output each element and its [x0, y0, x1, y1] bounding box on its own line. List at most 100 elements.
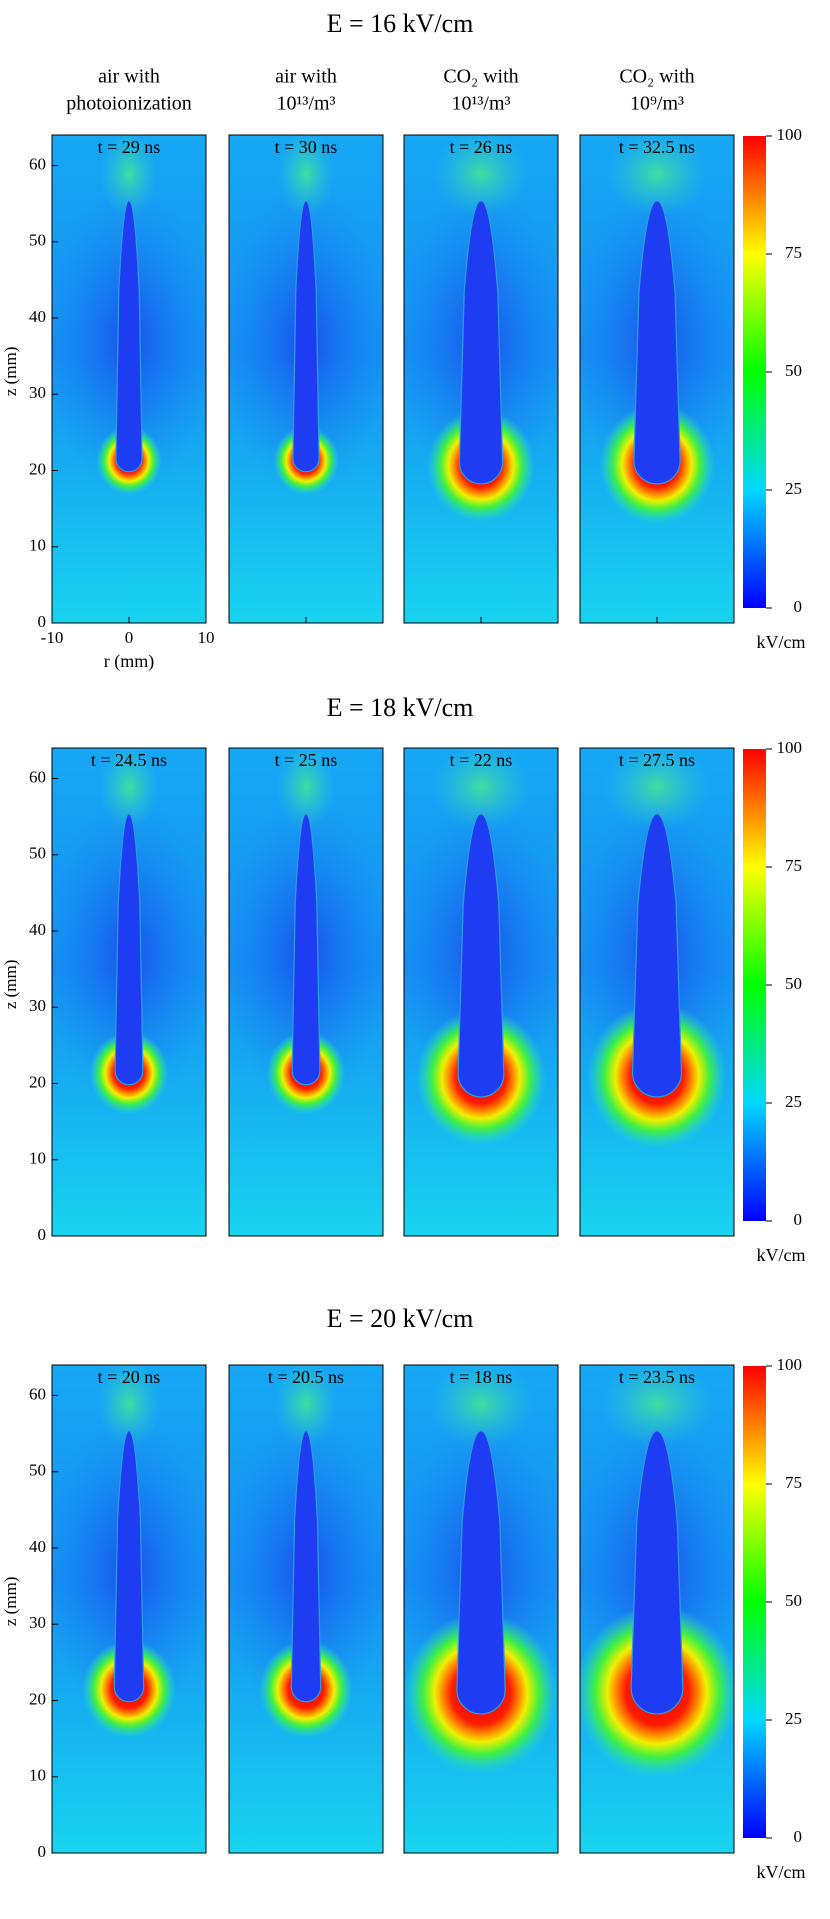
colorbar-tick-label: 25	[785, 1092, 802, 1111]
colorbar-tick-label: 0	[794, 1827, 803, 1846]
time-label: t = 20.5 ns	[268, 1367, 344, 1387]
y-tick-label: 10	[29, 1766, 46, 1785]
field-map	[52, 135, 206, 623]
field-map	[580, 1365, 734, 1853]
y-tick-label: 20	[29, 1689, 46, 1708]
tip-wisp	[430, 748, 532, 831]
y-tick-label: 50	[29, 231, 46, 250]
panel: t = 27.5 ns	[579, 747, 735, 1237]
streamer-channel	[457, 813, 505, 1098]
row-title: E = 18 kV/cm	[327, 693, 474, 722]
time-label: t = 22 ns	[450, 750, 513, 770]
panel: t = 25 ns	[228, 747, 384, 1237]
colorbar	[743, 136, 766, 608]
tip-wisp	[96, 1365, 162, 1448]
time-label: t = 20 ns	[98, 1367, 161, 1387]
time-label: t = 30 ns	[275, 137, 338, 157]
y-tick-label: 30	[29, 383, 46, 402]
y-tick-label: 50	[29, 844, 46, 863]
streamer-channel	[114, 813, 144, 1086]
field-map	[404, 748, 558, 1236]
column-header: CO₂ with	[443, 66, 518, 88]
tip-wisp	[427, 1365, 535, 1448]
column-header: 10¹³/m³	[276, 93, 335, 115]
x-axis-label: r (mm)	[104, 651, 154, 672]
time-label: t = 32.5 ns	[619, 137, 695, 157]
y-tick-label: 60	[29, 767, 46, 786]
colorbar-tick-label: 25	[785, 1709, 802, 1728]
colorbar-tick-label: 75	[785, 856, 802, 875]
x-tick-label: 0	[125, 628, 134, 647]
time-label: t = 27.5 ns	[619, 750, 695, 770]
colorbar-label: kV/cm	[757, 1245, 806, 1265]
colorbar-tick-label: 25	[785, 479, 802, 498]
column-header: 10⁹/m³	[630, 93, 684, 115]
panel: t = 26 ns	[403, 134, 559, 624]
tip-wisp	[275, 748, 337, 831]
colorbar-tick-label: 50	[785, 974, 802, 993]
column-header: air with	[275, 66, 337, 88]
y-tick-label: 0	[38, 1842, 47, 1861]
tip-wisp	[600, 1365, 714, 1448]
field-map	[229, 1365, 383, 1853]
colorbar-tick-label: 75	[785, 1473, 802, 1492]
field-map	[52, 1365, 206, 1853]
colorbar-tick-label: 50	[785, 1591, 802, 1610]
y-tick-label: 10	[29, 1149, 46, 1168]
tip-wisp	[606, 135, 708, 218]
panel-frame	[403, 747, 559, 1237]
time-label: t = 18 ns	[450, 1367, 513, 1387]
colorbar-tick-label: 0	[794, 1210, 803, 1229]
y-tick-label: 40	[29, 920, 46, 939]
time-label: t = 25 ns	[275, 750, 338, 770]
y-tick-label: 60	[29, 1384, 46, 1403]
tip-wisp	[433, 135, 529, 218]
panel: t = 22 ns	[403, 747, 559, 1237]
y-tick-label: 20	[29, 1072, 46, 1091]
streamer-channel	[113, 1430, 145, 1703]
field-map	[404, 135, 558, 623]
tip-wisp	[98, 748, 160, 831]
y-tick-label: 0	[38, 1225, 47, 1244]
time-label: t = 29 ns	[98, 137, 161, 157]
y-axis-label: z (mm)	[1, 347, 20, 397]
field-map	[404, 1365, 558, 1853]
tip-wisp	[273, 1365, 339, 1448]
y-axis-label: z (mm)	[1, 960, 20, 1010]
y-axis-label: z (mm)	[1, 1577, 20, 1627]
colorbar	[743, 1366, 766, 1838]
y-tick-label: 40	[29, 1537, 46, 1556]
streamer-channel	[291, 813, 321, 1086]
streamer-channel	[631, 813, 683, 1098]
panel: t = 23.5 ns	[579, 1364, 735, 1854]
y-tick-label: 10	[29, 536, 46, 555]
panel: t = 29 ns-10 0 10	[41, 134, 215, 647]
streamer-channel	[630, 1430, 684, 1715]
colorbar-tick-label: 100	[777, 125, 803, 144]
field-map	[580, 135, 734, 623]
field-map	[580, 748, 734, 1236]
streamer-channel	[290, 1430, 322, 1703]
time-label: t = 26 ns	[450, 137, 513, 157]
colorbar-tick-label: 100	[777, 1355, 803, 1374]
x-tick-label: -10	[41, 628, 64, 647]
colorbar-label: kV/cm	[757, 632, 806, 652]
panel: t = 30 ns	[228, 134, 384, 624]
panel: t = 32.5 ns	[579, 134, 735, 624]
y-tick-label: 0	[38, 612, 47, 631]
panel-frame	[579, 1364, 735, 1854]
y-tick-label: 60	[29, 154, 46, 173]
panel: t = 24.5 ns	[51, 747, 207, 1237]
colorbar-tick-label: 0	[794, 597, 803, 616]
panel-frame	[579, 747, 735, 1237]
panel-frame	[228, 747, 384, 1237]
panel-frame	[51, 1364, 207, 1854]
y-tick-label: 30	[29, 1613, 46, 1632]
column-header: air with	[98, 66, 160, 88]
time-label: t = 23.5 ns	[619, 1367, 695, 1387]
column-header: photoionization	[66, 93, 192, 115]
field-map	[229, 748, 383, 1236]
column-header: 10¹³/m³	[451, 93, 510, 115]
colorbar-label: kV/cm	[757, 1862, 806, 1882]
